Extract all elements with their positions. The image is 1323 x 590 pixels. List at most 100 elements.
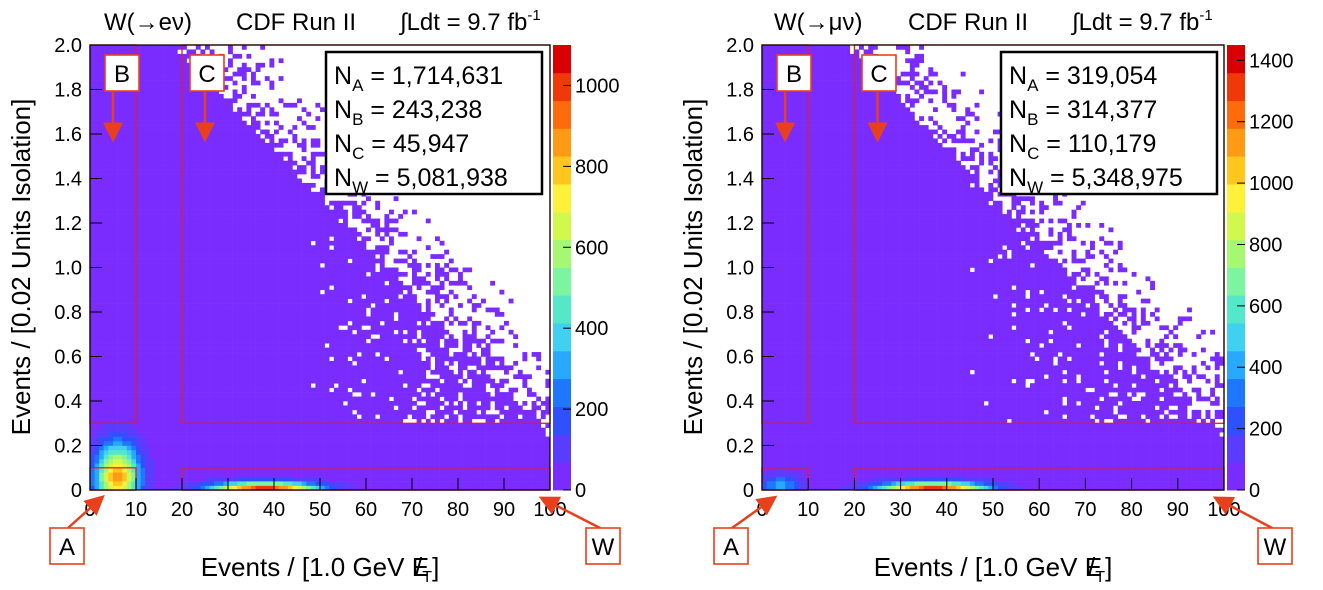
heat-bin	[195, 245, 201, 250]
heat-bin	[103, 463, 109, 469]
heat-bin	[131, 129, 137, 135]
heat-bin	[209, 138, 215, 144]
heat-bin	[126, 178, 132, 184]
heat-bin	[218, 325, 224, 331]
heat-bin	[255, 102, 261, 108]
heat-bin	[99, 423, 105, 428]
heat-bin	[251, 245, 256, 250]
heat-bin	[90, 85, 95, 90]
heat-bin	[260, 334, 266, 339]
heat-bin	[108, 325, 114, 331]
heat-bin	[154, 187, 160, 193]
heat-bin	[163, 285, 169, 291]
heat-bin	[306, 472, 312, 477]
heat-bin	[149, 53, 155, 59]
heat-bin	[278, 271, 284, 277]
heat-bin	[269, 298, 275, 304]
heat-bin	[241, 120, 247, 126]
heat-bin	[251, 485, 256, 491]
heat-bin	[145, 441, 151, 446]
heat-bin	[232, 432, 238, 437]
heat-bin	[301, 472, 307, 477]
heat-bin	[163, 458, 169, 464]
heat-bin	[218, 231, 224, 237]
heat-bin	[232, 320, 238, 326]
heat-bin	[200, 285, 206, 291]
heat-bin	[338, 378, 344, 384]
heat-bin	[283, 249, 289, 255]
heat-bin	[228, 209, 233, 215]
heat-bin	[159, 67, 164, 72]
heat-bin	[200, 258, 206, 264]
heat-bin	[301, 316, 307, 322]
heat-bin	[241, 418, 247, 424]
heat-bin	[168, 85, 174, 90]
heat-bin	[310, 307, 316, 313]
heat-bin	[278, 214, 284, 219]
heat-bin	[205, 147, 210, 153]
heat-bin	[338, 276, 344, 282]
heat-bin	[333, 209, 339, 215]
heat-bin	[287, 102, 293, 108]
heat-bin	[297, 142, 302, 148]
heat-bin	[292, 178, 298, 184]
heat-bin	[163, 378, 169, 384]
heat-bin	[205, 142, 210, 148]
heat-bin	[149, 102, 155, 108]
heat-bin	[205, 409, 210, 415]
heat-bin	[163, 467, 169, 473]
heat-bin	[246, 258, 252, 264]
heat-bin	[338, 285, 344, 291]
heat-bin	[232, 392, 238, 397]
heat-bin	[90, 231, 95, 237]
heat-bin	[237, 325, 243, 331]
heat-bin	[287, 409, 293, 415]
heat-bin	[186, 338, 192, 344]
heat-bin	[168, 107, 174, 113]
heat-bin	[168, 209, 174, 215]
heat-bin	[232, 254, 238, 259]
heat-bin	[140, 89, 146, 95]
heat-bin	[205, 476, 210, 482]
heat-bin	[218, 458, 224, 464]
heat-bin	[343, 343, 348, 348]
heat-bin	[191, 432, 197, 437]
heat-bin	[297, 231, 302, 237]
heat-bin	[99, 80, 105, 86]
heat-bin	[209, 409, 215, 415]
heat-bin	[310, 401, 316, 406]
heat-bin	[324, 401, 330, 406]
heat-bin	[214, 436, 220, 442]
heat-bin	[232, 209, 238, 215]
heat-bin	[264, 200, 270, 206]
heat-bin	[228, 142, 233, 148]
heat-bin	[232, 374, 238, 380]
heat-bin	[182, 280, 187, 286]
heat-bin	[260, 298, 266, 304]
heat-bin	[283, 441, 289, 446]
heat-bin	[182, 209, 187, 215]
heat-bin	[320, 267, 325, 273]
heat-bin	[113, 441, 118, 446]
heat-bin	[237, 214, 243, 219]
heat-bin	[126, 214, 132, 219]
heat-bin	[315, 307, 321, 313]
heat-bin	[154, 365, 160, 371]
heat-bin	[113, 481, 118, 486]
heat-bin	[131, 378, 137, 384]
heat-bin	[163, 89, 169, 95]
heat-bin	[182, 151, 187, 157]
heat-bin	[241, 352, 247, 357]
heat-bin	[191, 458, 197, 464]
heat-bin	[182, 245, 187, 250]
heat-bin	[301, 458, 307, 464]
heat-bin	[278, 458, 284, 464]
heat-bin	[103, 329, 109, 335]
heat-bin	[149, 445, 155, 451]
heat-bin	[182, 67, 187, 72]
heat-bin	[182, 414, 187, 420]
heat-bin	[159, 280, 164, 286]
heat-bin	[99, 107, 105, 113]
heat-bin	[168, 481, 174, 486]
heat-bin	[283, 307, 289, 313]
